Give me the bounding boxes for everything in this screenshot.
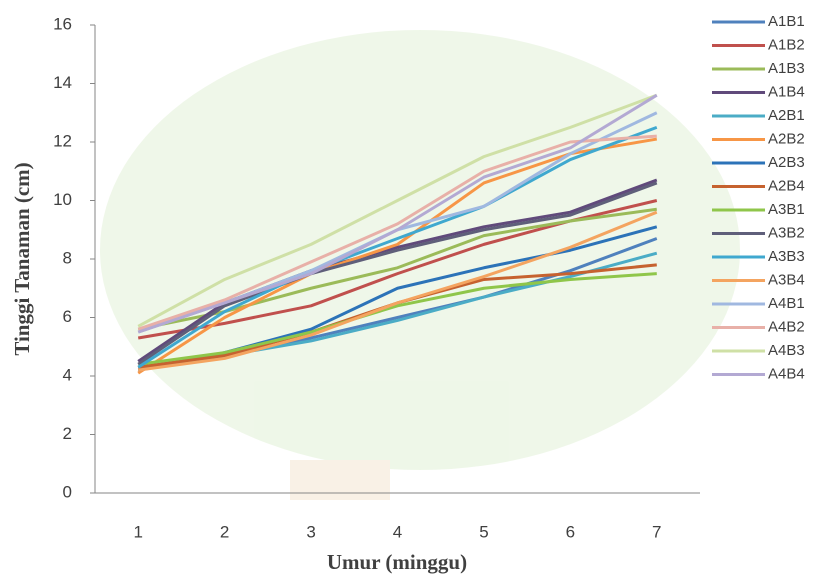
y-tick-label: 6 — [63, 307, 72, 326]
legend-label: A4B3 — [768, 342, 805, 359]
y-tick-label: 4 — [63, 365, 72, 384]
x-tick-label: 1 — [133, 522, 142, 541]
x-tick-label: 6 — [566, 522, 575, 541]
legend-label: A1B3 — [768, 60, 805, 77]
y-tick-label: 14 — [53, 73, 72, 92]
legend-label: A3B3 — [768, 248, 805, 265]
page: {"chart_data": {"type": "line", "x_label… — [0, 0, 824, 582]
y-tick-label: 0 — [63, 482, 72, 501]
x-axis-title: Umur (minggu) — [327, 550, 467, 574]
y-tick-label: 12 — [53, 131, 72, 150]
x-tick-label: 5 — [479, 522, 488, 541]
x-tick-label: 3 — [306, 522, 315, 541]
y-tick-label: 8 — [63, 248, 72, 267]
x-tick-label: 2 — [220, 522, 229, 541]
legend-label: A2B1 — [768, 107, 805, 124]
x-tick-label: 4 — [393, 522, 402, 541]
legend-label: A4B2 — [768, 318, 805, 335]
legend-label: A4B1 — [768, 295, 805, 312]
legend-label: A4B4 — [768, 365, 805, 382]
legend-label: A2B3 — [768, 154, 805, 171]
legend-label: A1B2 — [768, 36, 805, 53]
y-tick-label: 2 — [63, 424, 72, 443]
legend-label: A3B1 — [768, 201, 805, 218]
legend-label: A3B2 — [768, 224, 805, 241]
legend-label: A3B4 — [768, 271, 805, 288]
chart: Umur (minggu) Tinggi Tanaman (cm) 0 2 4 6 8 1… — [0, 0, 824, 582]
legend-label: A1B1 — [768, 13, 805, 30]
legend-label: A2B2 — [768, 130, 805, 147]
legend-label: A2B4 — [768, 177, 805, 194]
y-tick-label: 10 — [53, 190, 72, 209]
y-axis-title: Tinggi Tanaman (cm) — [10, 162, 34, 355]
legend-label: A1B4 — [768, 83, 805, 100]
x-tick-label: 7 — [652, 522, 661, 541]
y-tick-label: 16 — [53, 14, 72, 33]
